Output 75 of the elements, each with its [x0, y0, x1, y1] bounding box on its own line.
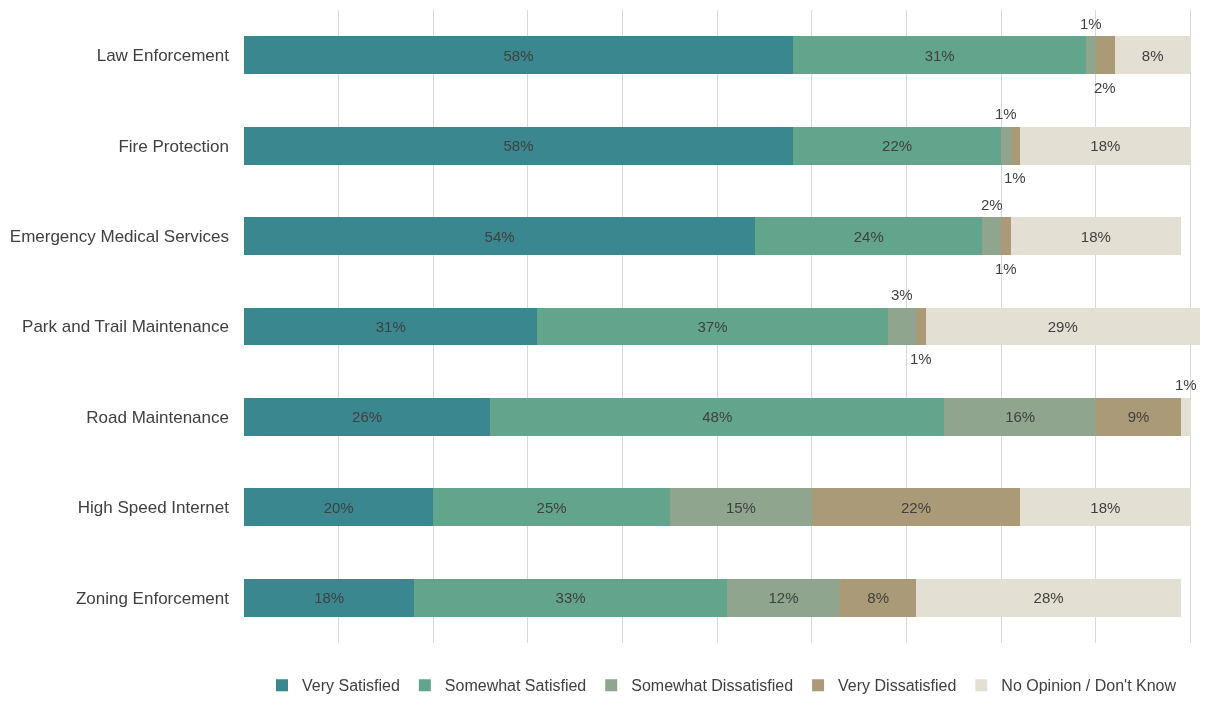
- y-tick-label: Road Maintenance: [86, 407, 229, 427]
- data-label: 22%: [882, 137, 913, 155]
- data-label: 15%: [725, 498, 756, 516]
- data-label: 37%: [697, 318, 728, 335]
- legend-label: No Opinion / Don't Know: [1001, 677, 1177, 695]
- bar: [1001, 126, 1011, 165]
- bar: [887, 307, 917, 346]
- data-label: 31%: [375, 318, 406, 335]
- data-label: 1%: [995, 105, 1017, 122]
- bar: [840, 578, 917, 617]
- data-label: 8%: [867, 589, 890, 607]
- bar: [944, 397, 1096, 436]
- data-label: 16%: [1005, 408, 1036, 426]
- bar: [1001, 217, 1011, 256]
- data-label: 1%: [1175, 376, 1197, 393]
- data-label: 18%: [1090, 137, 1121, 155]
- y-tick-label: High Speed Internet: [77, 498, 230, 518]
- bar: [490, 397, 945, 436]
- data-label: 2%: [1094, 79, 1116, 96]
- bar: [244, 307, 538, 346]
- bar: [244, 578, 415, 617]
- data-label: 31%: [924, 46, 955, 64]
- data-label: 18%: [1090, 498, 1121, 516]
- bar: [982, 217, 1002, 256]
- legend-label: Very Satisfied: [302, 677, 400, 695]
- data-label: 20%: [323, 498, 354, 516]
- bar: [414, 578, 727, 617]
- data-label: 58%: [503, 137, 534, 155]
- bar: [244, 126, 793, 165]
- bar: [916, 307, 926, 346]
- bar: [433, 488, 670, 527]
- data-label: 25%: [536, 498, 567, 516]
- legend-label: Somewhat Dissatisfied: [631, 677, 794, 695]
- data-label: 12%: [768, 589, 799, 607]
- bar: [792, 126, 1002, 165]
- data-label: 29%: [1047, 318, 1078, 335]
- data-label: 8%: [1141, 46, 1164, 64]
- data-label: 18%: [1080, 227, 1111, 245]
- y-tick-label: Zoning Enforcement: [75, 588, 230, 608]
- data-label: 1%: [995, 260, 1017, 277]
- data-label: 2%: [981, 196, 1003, 213]
- bar: [244, 217, 756, 256]
- data-label: 22%: [901, 498, 932, 516]
- bar: [669, 488, 812, 527]
- y-tick-label: Law Enforcement: [96, 46, 230, 66]
- bar: [1086, 36, 1096, 75]
- bar: [755, 217, 983, 256]
- bar: [726, 578, 841, 617]
- bar: [1095, 36, 1115, 75]
- y-tick-label: Emergency Medical Services: [9, 227, 229, 247]
- data-label: 54%: [484, 227, 515, 245]
- bar: [1095, 397, 1182, 436]
- bar: [792, 36, 1087, 75]
- bar: [244, 36, 793, 75]
- y-tick-label: Fire Protection: [118, 136, 229, 156]
- data-label: 9%: [1127, 408, 1150, 426]
- data-label: 28%: [1033, 589, 1064, 607]
- data-label: 3%: [891, 286, 913, 303]
- data-label: 1%: [910, 350, 932, 367]
- legend-label: Somewhat Satisfied: [444, 677, 587, 695]
- bar: [244, 488, 434, 527]
- data-label: 58%: [503, 46, 534, 64]
- data-label: 1%: [1004, 169, 1026, 186]
- data-label: 1%: [1080, 15, 1102, 32]
- bar: [244, 397, 491, 436]
- data-label: 48%: [702, 408, 733, 426]
- data-label: 26%: [352, 408, 383, 426]
- bar: [537, 307, 888, 346]
- data-label: 24%: [853, 227, 884, 245]
- y-tick-label: Park and Trail Maintenance: [22, 317, 229, 337]
- bar: [1010, 126, 1021, 165]
- data-label: 33%: [555, 589, 586, 607]
- bar: [811, 488, 1021, 527]
- data-label: 18%: [314, 589, 345, 607]
- legend-label: Very Dissatisfied: [838, 677, 957, 695]
